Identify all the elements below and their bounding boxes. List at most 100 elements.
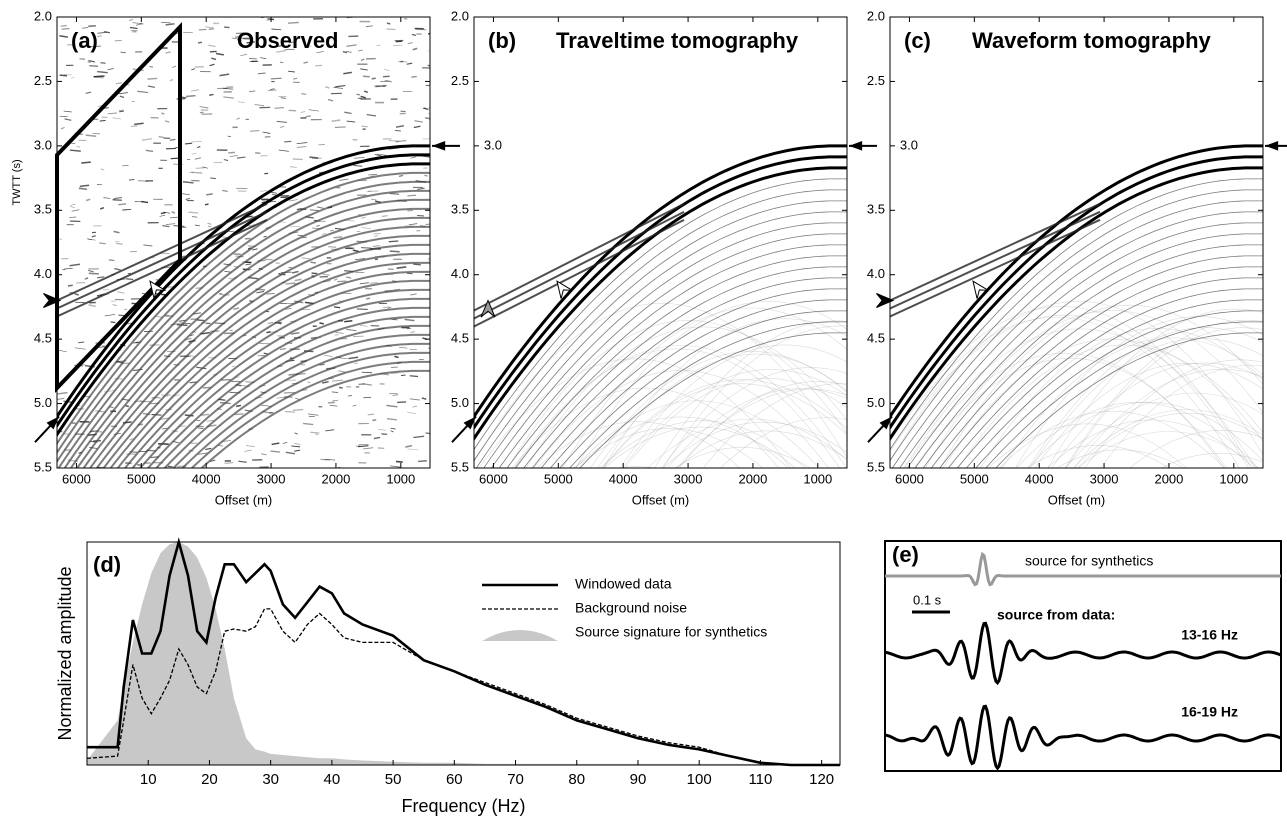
noise-stroke [222, 87, 234, 90]
noise-stroke [215, 52, 224, 56]
reflection-band [95, 252, 430, 468]
noise-stroke [88, 270, 94, 273]
reflection-band [88, 243, 430, 468]
x-tick-label: 6000 [895, 471, 924, 486]
noise-stroke [99, 206, 105, 210]
noise-stroke [248, 90, 256, 93]
x-axis-label: Frequency (Hz) [401, 796, 525, 816]
x-tick-label: 5000 [960, 471, 989, 486]
y-axis-label: Normalized amplitude [55, 566, 75, 740]
noise-stroke [271, 193, 277, 196]
noise-stroke [361, 216, 366, 219]
refraction [890, 218, 1101, 318]
noise-stroke [408, 223, 418, 226]
reflection-band [890, 155, 1263, 431]
noise-stroke [346, 276, 352, 279]
noise-stroke [367, 413, 375, 416]
noise-stroke [206, 420, 214, 422]
moveout-arc [618, 466, 656, 468]
noise-stroke [339, 178, 349, 181]
noise-stroke [346, 246, 355, 250]
noise-stroke [413, 125, 421, 129]
moveout-arc [1073, 409, 1263, 468]
noise-stroke [357, 49, 363, 52]
noise-stroke [188, 211, 199, 214]
noise-stroke [84, 277, 89, 280]
noise-stroke [384, 68, 390, 71]
reflection-band [930, 255, 1263, 468]
noise-stroke [404, 318, 415, 322]
noise-stroke [190, 89, 200, 92]
noise-stroke [348, 356, 359, 360]
noise-stroke [100, 168, 105, 171]
moveout-arc [1028, 327, 1263, 468]
noise-stroke [222, 440, 231, 442]
noise-stroke [260, 57, 267, 60]
marker-open [556, 280, 573, 299]
reflection-band [490, 222, 847, 468]
noise-stroke [276, 44, 283, 47]
noise-stroke [302, 422, 314, 426]
y-tick-label: 5.5 [451, 459, 469, 474]
moveout-arc [574, 416, 789, 468]
noise-stroke [149, 65, 154, 68]
x-tick-label: 4000 [192, 471, 221, 486]
panel-label: (d) [93, 552, 121, 577]
noise-stroke [335, 85, 346, 88]
noise-stroke [234, 35, 240, 38]
noise-stroke [223, 96, 234, 99]
noise-stroke [266, 331, 271, 334]
noise-stroke [399, 346, 408, 349]
reflection-band [579, 332, 847, 468]
noise-stroke [198, 427, 204, 430]
noise-stroke [97, 35, 102, 37]
synthetic-wavelet [885, 551, 1281, 587]
moveout-arc [654, 320, 847, 468]
noise-stroke [427, 50, 430, 52]
noise-stroke [209, 63, 215, 67]
noise-stroke [413, 263, 422, 266]
noise-stroke [227, 135, 231, 137]
noise-stroke [182, 181, 194, 184]
refraction [57, 218, 268, 318]
spectrum-line [87, 537, 840, 767]
moveout-arc [516, 345, 847, 468]
arrow-head [849, 141, 863, 151]
noise-stroke [194, 157, 202, 160]
source-area [87, 542, 840, 765]
noise-stroke [279, 347, 287, 351]
noise-stroke [91, 235, 96, 238]
plot-frame [56, 16, 431, 469]
noise-stroke [185, 94, 196, 98]
y-tick-label: 2.5 [451, 73, 469, 88]
marker-black [43, 293, 62, 308]
reflection-band [57, 180, 430, 455]
noise-stroke [85, 134, 97, 138]
noise-stroke [316, 225, 320, 227]
plot-frame [889, 16, 1264, 469]
noise-stroke [63, 110, 72, 113]
reflection-band [475, 200, 847, 468]
noise-stroke [119, 95, 125, 99]
noise-stroke [389, 465, 401, 468]
noise-stroke [376, 44, 381, 47]
moveout-arc [674, 447, 811, 468]
x-tick-label: 90 [630, 771, 647, 788]
noise-stroke [425, 432, 430, 435]
noise-stroke [327, 98, 334, 102]
noise-stroke [428, 258, 430, 260]
noise-stroke [395, 139, 407, 143]
moveout-arc [1056, 449, 1185, 468]
noise-stroke [311, 272, 318, 275]
moveout-arc [1026, 445, 1170, 468]
noise-stroke [254, 103, 265, 107]
noise-stroke [374, 154, 382, 157]
y-tick-label: 5.0 [451, 395, 469, 410]
seismic-image [474, 144, 847, 468]
noise-stroke [300, 111, 306, 113]
marker-open [972, 280, 989, 299]
data-wavelet [884, 621, 1282, 686]
noise-stroke [346, 328, 357, 332]
noise-stroke [200, 413, 209, 417]
noise-stroke [353, 165, 363, 167]
